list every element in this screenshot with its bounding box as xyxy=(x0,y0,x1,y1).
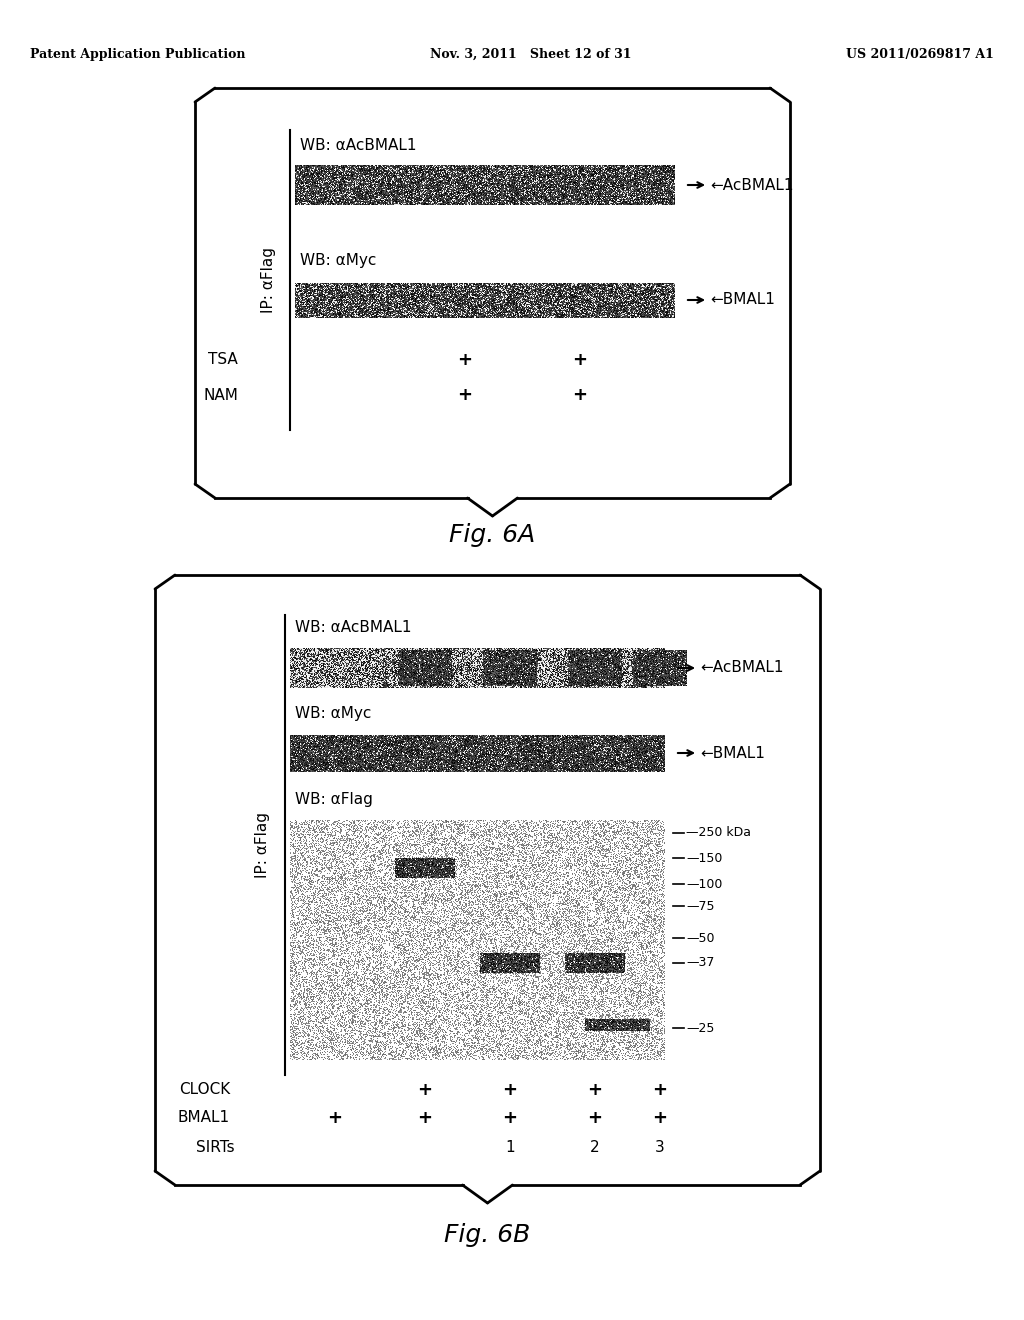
Text: Nov. 3, 2011   Sheet 12 of 31: Nov. 3, 2011 Sheet 12 of 31 xyxy=(430,48,632,61)
Text: +: + xyxy=(503,1109,517,1127)
Text: NAM: NAM xyxy=(203,388,238,403)
Text: —75: —75 xyxy=(686,899,715,912)
Text: 2: 2 xyxy=(590,1140,600,1155)
Text: +: + xyxy=(572,385,588,404)
Text: —37: —37 xyxy=(686,957,715,969)
Text: IP: αFlag: IP: αFlag xyxy=(256,812,270,878)
Text: SIRTs: SIRTs xyxy=(197,1140,234,1155)
Text: 1: 1 xyxy=(505,1140,515,1155)
Text: WB: αFlag: WB: αFlag xyxy=(295,792,373,807)
Text: ←AcBMAL1: ←AcBMAL1 xyxy=(710,177,794,193)
Text: Fig. 6B: Fig. 6B xyxy=(444,1224,530,1247)
Text: +: + xyxy=(458,385,472,404)
Text: ←BMAL1: ←BMAL1 xyxy=(710,293,775,308)
Text: CLOCK: CLOCK xyxy=(179,1082,230,1097)
Text: —25: —25 xyxy=(686,1022,715,1035)
Text: +: + xyxy=(652,1109,668,1127)
Text: +: + xyxy=(652,1081,668,1100)
Text: IP: αFlag: IP: αFlag xyxy=(260,247,275,313)
Text: TSA: TSA xyxy=(208,352,238,367)
Text: —100: —100 xyxy=(686,878,722,891)
Text: +: + xyxy=(328,1109,342,1127)
Text: —150: —150 xyxy=(686,851,722,865)
Text: BMAL1: BMAL1 xyxy=(178,1110,230,1126)
Text: ←BMAL1: ←BMAL1 xyxy=(700,746,765,760)
Text: WB: αMyc: WB: αMyc xyxy=(300,253,377,268)
Text: WB: αMyc: WB: αMyc xyxy=(295,706,372,721)
Text: WB: αAcBMAL1: WB: αAcBMAL1 xyxy=(300,139,417,153)
Text: +: + xyxy=(458,351,472,370)
Text: +: + xyxy=(572,351,588,370)
Text: +: + xyxy=(418,1081,432,1100)
Text: ←AcBMAL1: ←AcBMAL1 xyxy=(700,660,783,676)
Text: +: + xyxy=(418,1109,432,1127)
Text: —50: —50 xyxy=(686,932,715,945)
Text: WB: αAcBMAL1: WB: αAcBMAL1 xyxy=(295,620,412,635)
Text: Fig. 6A: Fig. 6A xyxy=(450,523,536,546)
Text: Patent Application Publication: Patent Application Publication xyxy=(30,48,246,61)
Text: +: + xyxy=(503,1081,517,1100)
Text: +: + xyxy=(588,1109,602,1127)
Text: US 2011/0269817 A1: US 2011/0269817 A1 xyxy=(846,48,994,61)
Text: +: + xyxy=(588,1081,602,1100)
Text: —250 kDa: —250 kDa xyxy=(686,826,751,840)
Text: 3: 3 xyxy=(655,1140,665,1155)
